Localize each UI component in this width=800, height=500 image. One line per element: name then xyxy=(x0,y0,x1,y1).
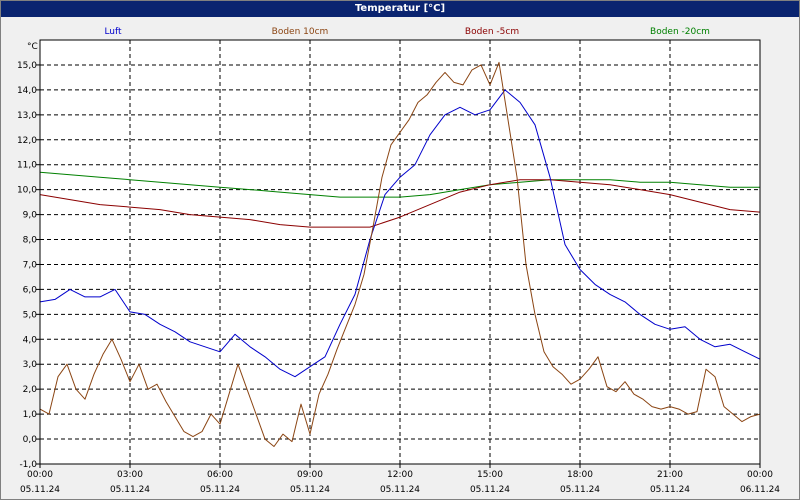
y-tick-label: 10,0 xyxy=(17,186,37,196)
series-line-luft xyxy=(39,89,761,378)
axis-ticks: -1,0 0,0 1,0 2,0 3,0 4,0 5,0 6,0 7,0 8,0 9,0 10,0 11… xyxy=(17,61,780,495)
legend-item: Luft xyxy=(104,27,122,37)
y-tick-label: 13,0 xyxy=(17,111,37,121)
y-tick-label: 6,0 xyxy=(23,285,38,295)
x-tick-date-label: 05.11.24 xyxy=(20,485,60,495)
y-tick-label: 11,0 xyxy=(17,161,37,171)
x-tick-date-label: 05.11.24 xyxy=(290,485,330,495)
x-tick-date-label: 05.11.24 xyxy=(470,485,510,495)
legend-item: Boden 10cm xyxy=(272,27,329,37)
y-tick-label: 12,0 xyxy=(17,136,37,146)
x-tick-date-label: 05.11.24 xyxy=(110,485,150,495)
x-tick-time-label: 00:00 xyxy=(747,470,773,480)
legend-item: Boden -5cm xyxy=(465,27,519,37)
y-axis-unit-label: °C xyxy=(27,42,38,52)
y-tick-label: 5,0 xyxy=(23,310,38,320)
y-tick-label: 3,0 xyxy=(23,360,38,370)
series-line-boden-5cm xyxy=(39,179,761,228)
series-line-boden-10cm xyxy=(39,61,761,447)
y-tick-label: 0,0 xyxy=(23,435,38,445)
y-tick-label: 8,0 xyxy=(23,236,38,246)
x-tick-time-label: 06:00 xyxy=(207,470,233,480)
legend-item: Boden -20cm xyxy=(650,27,710,37)
y-tick-label: 15,0 xyxy=(17,61,37,71)
series-line-boden-20cm xyxy=(39,171,760,198)
x-tick-time-label: 03:00 xyxy=(117,470,143,480)
y-tick-label: 1,0 xyxy=(23,410,38,420)
x-tick-time-label: 12:00 xyxy=(387,470,413,480)
x-tick-time-label: 00:00 xyxy=(27,470,53,480)
y-tick-label: 7,0 xyxy=(23,260,38,270)
x-tick-date-label: 05.11.24 xyxy=(380,485,420,495)
x-tick-time-label: 18:00 xyxy=(567,470,593,480)
y-tick-label: 9,0 xyxy=(23,211,38,221)
series-lines xyxy=(39,61,761,447)
y-tick-label: 2,0 xyxy=(23,385,38,395)
x-tick-time-label: 21:00 xyxy=(657,470,683,480)
chart-title: Temperatur [°C] xyxy=(1,1,799,17)
legend: Luft Boden 10cm Boden -5cm Boden -20cm xyxy=(104,27,710,37)
x-tick-date-label: 05.11.24 xyxy=(650,485,690,495)
x-tick-date-label: 05.11.24 xyxy=(200,485,240,495)
x-tick-date-label: 05.11.24 xyxy=(560,485,600,495)
y-tick-label: 14,0 xyxy=(17,86,37,96)
x-tick-date-label: 06.11.24 xyxy=(740,485,780,495)
x-tick-time-label: 09:00 xyxy=(297,470,323,480)
y-tick-label: 4,0 xyxy=(23,335,38,345)
grid-lines xyxy=(40,40,760,465)
y-tick-label: -1,0 xyxy=(19,460,37,470)
x-tick-time-label: 15:00 xyxy=(477,470,503,480)
